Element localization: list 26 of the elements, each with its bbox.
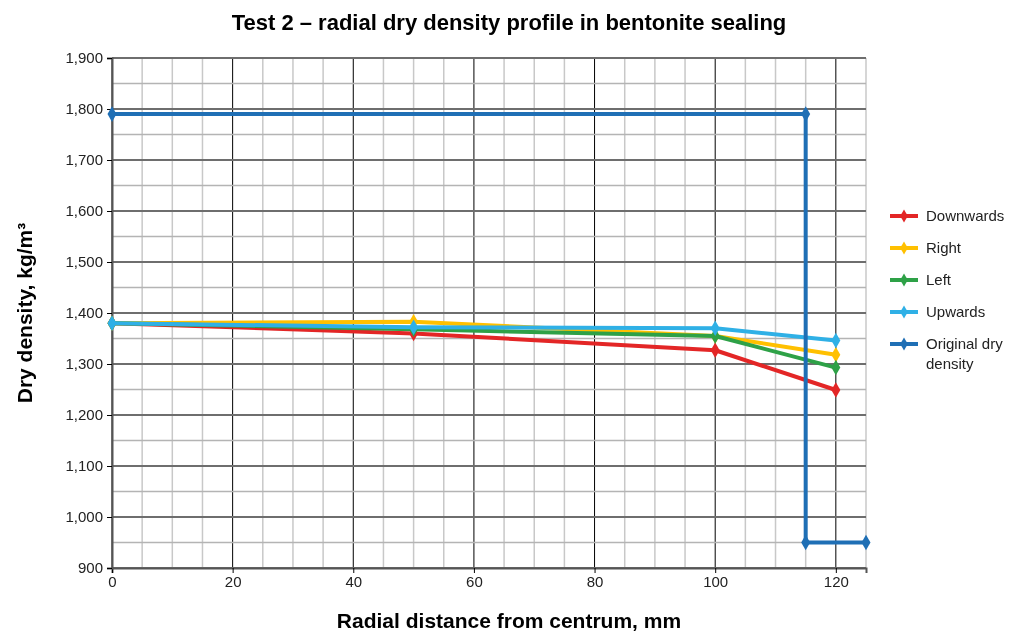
legend-label: Upwards [926,303,986,320]
x-tick-label: 0 [108,572,117,590]
x-tick-label: 100 [703,572,729,590]
legend-label: Downwards [926,207,1005,224]
chart-title: Test 2 – radial dry density profile in bentonite sealing [231,10,787,35]
y-tick-label: 1,600 [65,202,103,220]
legend-label: Original dry density [926,335,1004,372]
y-tick-label: 1,800 [65,100,103,118]
y-tick-label: 1,300 [65,355,103,373]
x-tick-label: 120 [823,572,849,590]
y-tick-label: 1,500 [65,253,103,271]
y-tick-label: 1,400 [65,304,103,322]
x-tick-label: 40 [345,572,363,590]
y-tick-label: 900 [77,559,103,577]
y-tick-label: 1,900 [65,49,103,67]
y-tick-label: 1,100 [65,457,103,475]
x-axis-title: Radial distance from centrum, mm [336,609,682,632]
x-tick-label: 20 [224,572,242,590]
y-tick-label: 1,700 [65,151,103,169]
legend-label: Right [926,239,962,256]
y-tick-label: 1,200 [65,406,103,424]
y-tick-label: 1,000 [65,508,103,526]
x-tick-label: 80 [586,572,604,590]
legend-label: Left [926,271,952,288]
x-tick-label: 60 [466,572,483,590]
y-axis-title: Dry density, kg/m³ [13,222,36,404]
